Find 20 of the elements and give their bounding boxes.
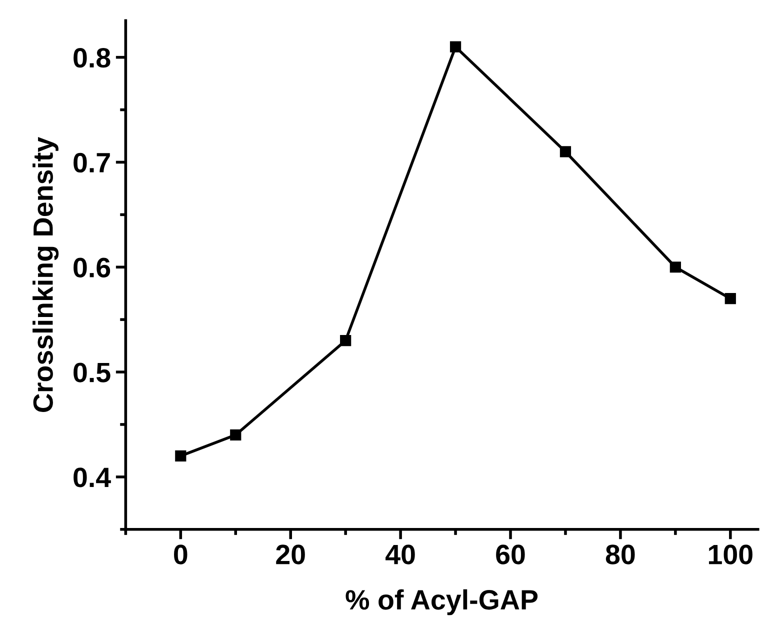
y-axis-title: Crosslinking Density xyxy=(32,136,59,412)
x-tick-label: 80 xyxy=(606,544,635,564)
y-tick-label: 0.5 xyxy=(74,362,110,382)
point xyxy=(670,262,681,273)
point xyxy=(560,146,572,158)
point xyxy=(450,41,462,52)
y-tick-label: 0.6 xyxy=(74,258,110,278)
y-tick-label: 0.4 xyxy=(74,468,111,488)
point xyxy=(175,450,186,462)
x-tick-label: 0 xyxy=(174,544,188,564)
y-tick-label: 0.8 xyxy=(74,48,110,68)
x-axis-title: % of Acyl-GAP xyxy=(346,589,538,616)
y-tick-label: 0.7 xyxy=(74,152,110,173)
x-tick-label: 100 xyxy=(708,544,752,564)
x-tick-label: 40 xyxy=(386,544,415,564)
point xyxy=(340,334,352,346)
x-tick-label: 20 xyxy=(276,544,305,564)
point xyxy=(724,293,736,304)
point xyxy=(230,429,242,441)
x-tick-label: 60 xyxy=(496,544,525,564)
